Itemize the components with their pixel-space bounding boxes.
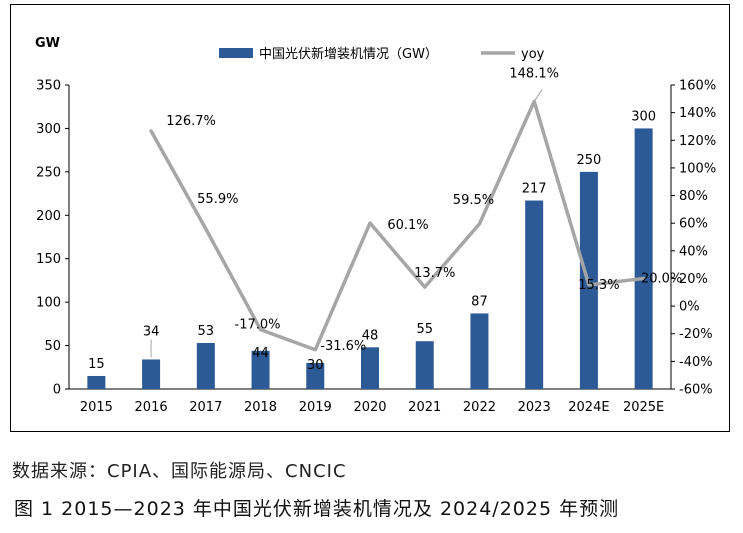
bar	[634, 128, 653, 389]
yoy-value-label: 20.0%	[641, 271, 682, 286]
figure-caption: 图 1 2015—2023 年中国光伏新增装机情况及 2024/2025 年预测	[14, 498, 620, 520]
x-axis-tick-label: 2018	[244, 400, 277, 415]
legend-label-yoy: yoy	[521, 47, 545, 62]
bar-value-label: 30	[307, 358, 324, 373]
right-axis-tick-label: -20%	[679, 327, 713, 342]
bar-value-label: 48	[362, 328, 379, 343]
bar	[525, 200, 544, 389]
right-axis-tick-label: 0%	[679, 300, 700, 315]
bar-series	[87, 128, 653, 389]
left-axis-tick-label: 250	[36, 165, 61, 180]
bar-value-label: 44	[252, 346, 269, 361]
x-axis-tick-label: 2024E	[568, 400, 609, 415]
legend-label-bar: 中国光伏新增装机情况（GW）	[259, 46, 438, 62]
right-axis-tick-label: 100%	[679, 161, 716, 176]
yoy-value-label: -17.0%	[235, 318, 281, 333]
axes: 0 50 100 150 200 250 300 350 GW -60% -40% -20% 0% 20%…	[35, 36, 716, 415]
yoy-value-label: 148.1%	[509, 66, 559, 81]
yoy-value-label: -31.6%	[320, 339, 366, 354]
right-axis-tick-label: 40%	[679, 244, 708, 259]
bar	[142, 359, 161, 389]
bar-value-label: 55	[416, 322, 433, 337]
bar	[251, 350, 270, 389]
yoy-line	[149, 99, 646, 352]
leader-line	[533, 89, 543, 102]
right-axis-tick-label: 160%	[679, 79, 716, 94]
yoy-value-label: 59.5%	[453, 193, 494, 208]
left-axis-tick-label: 300	[36, 122, 61, 137]
source-note: 数据来源：CPIA、国际能源局、CNCIC	[12, 461, 347, 482]
x-axis-tick-label: 2017	[189, 400, 222, 415]
left-axis-tick-label: 350	[36, 79, 61, 94]
right-axis-tick-label: 80%	[679, 189, 708, 204]
data-labels: 15 34 53 44 30 48 55 87 217 250 300 126.7% 55.9% -17.…	[88, 66, 682, 372]
x-axis-tick-label: 2015	[80, 400, 113, 415]
x-axis-tick-label: 2020	[353, 400, 386, 415]
bar-value-label: 87	[471, 294, 488, 309]
x-axis-tick-label: 2021	[408, 400, 441, 415]
yoy-value-label: 15.3%	[578, 278, 619, 293]
bar-value-label: 34	[143, 324, 160, 339]
yoy-value-label: 60.1%	[387, 218, 428, 233]
chart: 0 50 100 150 200 250 300 350 GW -60% -40% -20% 0% 20%…	[35, 36, 716, 415]
right-axis-tick-label: 20%	[679, 272, 708, 287]
bar	[415, 341, 434, 389]
chart-frame: 0 50 100 150 200 250 300 350 GW -60% -40% -20% 0% 20%…	[10, 4, 730, 432]
legend-swatch-bar	[219, 48, 253, 58]
left-axis-unit: GW	[35, 36, 60, 51]
x-axis-tick-label: 2019	[299, 400, 332, 415]
yoy-series	[149, 89, 646, 358]
left-axis-tick-label: 150	[36, 252, 61, 267]
left-axis-tick-label: 200	[36, 209, 61, 224]
yoy-value-label: 126.7%	[166, 114, 216, 129]
x-axis-tick-label: 2022	[463, 400, 496, 415]
bar	[361, 347, 379, 389]
bar-value-label: 53	[198, 324, 215, 339]
yoy-value-label: 55.9%	[197, 192, 238, 207]
bar-value-label: 300	[631, 109, 656, 124]
x-axis-tick-label: 2023	[518, 400, 551, 415]
yoy-value-label: 13.7%	[414, 266, 455, 281]
left-axis-tick-label: 0	[53, 383, 61, 398]
bar	[87, 375, 106, 389]
right-axis-tick-label: -40%	[679, 355, 713, 370]
bar	[306, 362, 325, 389]
left-axis-tick-label: 50	[44, 339, 61, 354]
x-axis-tick-label: 2016	[135, 400, 168, 415]
right-axis-tick-label: 60%	[679, 217, 708, 232]
bar	[470, 313, 489, 389]
legend: 中国光伏新增装机情况（GW） yoy	[219, 46, 545, 62]
right-axis-tick-label: 140%	[679, 106, 716, 121]
bar-value-label: 217	[522, 182, 547, 197]
right-axis-tick-label: -60%	[679, 383, 713, 398]
left-axis-tick-label: 100	[36, 296, 61, 311]
bar-value-label: 250	[576, 153, 601, 168]
bar-value-label: 15	[88, 357, 105, 372]
right-axis-tick-label: 120%	[679, 134, 716, 149]
x-axis-tick-label: 2025E	[623, 400, 664, 415]
bar	[196, 342, 215, 389]
